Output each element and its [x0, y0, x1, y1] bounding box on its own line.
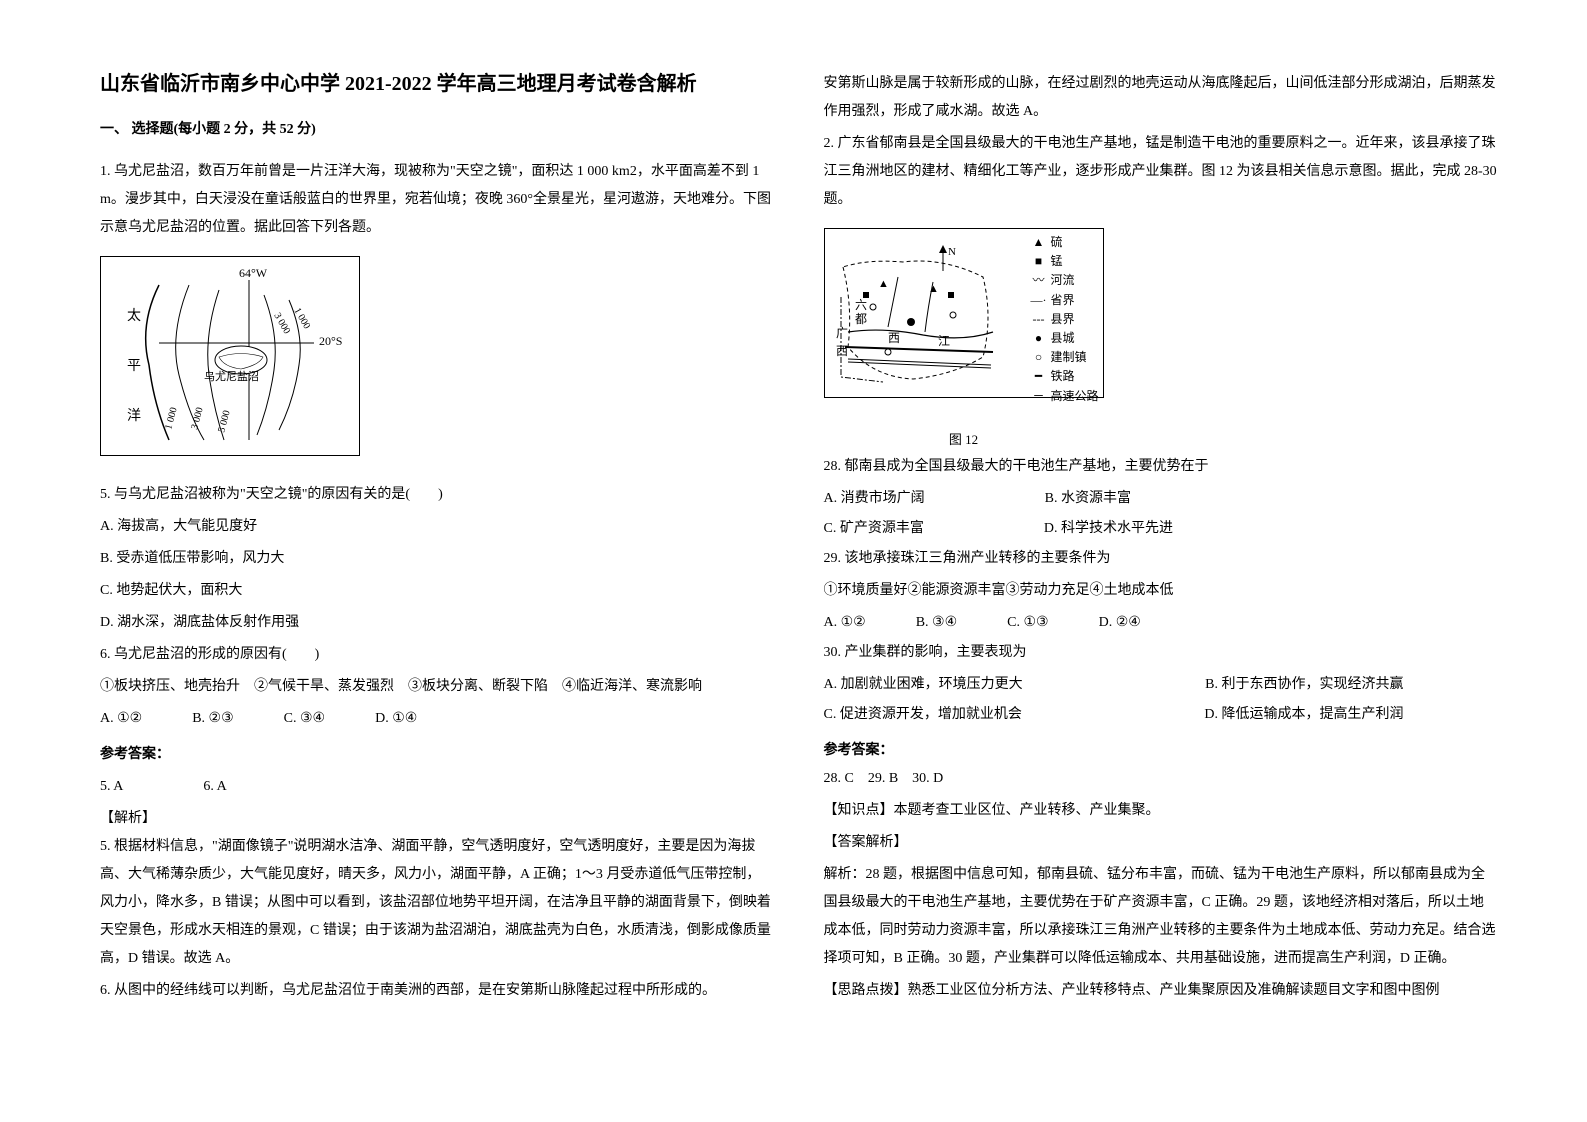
analysis-6: 6. 从图中的经纬线可以判断，乌尤尼盐沼位于南美洲的西部，是在安第斯山脉隆起过程… — [100, 977, 774, 1005]
legend-sym-0: ▲ — [1030, 233, 1046, 252]
q30-opt-d: D. 降低运输成本，提高生产利润 — [1204, 701, 1403, 729]
legend-txt-3: 省界 — [1050, 291, 1074, 310]
fig1-c3a: 5 000 — [216, 409, 232, 434]
legend-txt-6: 建制镇 — [1050, 348, 1086, 367]
q2-intro: 2. 广东省郁南县是全国县级最大的干电池生产基地，锰是制造干电池的重要原料之一。… — [824, 130, 1498, 214]
exam-title: 山东省临沂市南乡中心中学 2021-2022 学年高三地理月考试卷含解析 — [100, 70, 774, 98]
q28-opt-c: C. 矿产资源丰富 — [824, 515, 924, 543]
q29-opt-d: D. ②④ — [1099, 609, 1141, 637]
fig2-xu: 六 — [855, 298, 867, 312]
fig1-salt: 乌尤尼盐沼 — [204, 369, 259, 383]
q6-opt-d: D. ①④ — [375, 705, 417, 733]
svg-text:江: 江 — [938, 334, 950, 348]
left-column: 山东省临沂市南乡中心中学 2021-2022 学年高三地理月考试卷含解析 一、 … — [100, 70, 774, 1082]
answer-line-1: 5. A 6. A — [100, 773, 774, 801]
answer-head-2: 参考答案： — [824, 737, 1498, 765]
legend-sym-5: ● — [1030, 329, 1046, 348]
legend-sym-7: ━ — [1030, 367, 1046, 386]
fig1-ocean3: 洋 — [127, 408, 141, 424]
fig1-lat: 20°S — [319, 334, 342, 348]
legend-txt-7: 铁路 — [1050, 367, 1074, 386]
tips: 【思路点拨】熟悉工业区位分析方法、产业转移特点、产业集聚原因及准确解读题目文字和… — [824, 977, 1498, 1005]
legend-txt-2: 河流 — [1050, 271, 1074, 290]
figure-2: N ▲ ▲ 六 都 西 江 广 — [824, 228, 1104, 398]
svg-text:西: 西 — [836, 344, 848, 358]
answer-head-1: 参考答案： — [100, 741, 774, 769]
fig1-c2a: 3 000 — [189, 406, 205, 431]
figure-1-svg: 64°W 20°S 太 平 洋 乌尤尼盐沼 1 000 3 000 5 000 … — [109, 265, 349, 445]
figure-2-legend: ▲硫 ■锰 〰河流 —·省界 ---县界 ●县城 ○建制镇 ━铁路 ═高速公路 — [1030, 233, 1098, 406]
section-1-head: 一、 选择题(每小题 2 分，共 52 分) — [100, 116, 774, 144]
q29-stem: 29. 该地承接珠江三角洲产业转移的主要条件为 — [824, 545, 1498, 573]
figure-2-wrap: N ▲ ▲ 六 都 西 江 广 — [824, 218, 1498, 453]
svg-text:都: 都 — [855, 312, 867, 326]
q29-opt-b: B. ③④ — [916, 609, 957, 637]
q6-stem: 6. 乌尤尼盐沼的形成的原因有( ) — [100, 641, 774, 669]
q1-intro: 1. 乌尤尼盐沼，数百万年前曾是一片汪洋大海，现被称为"天空之镜"，面积达 1 … — [100, 158, 774, 242]
q28-opt-b: B. 水资源丰富 — [1045, 485, 1131, 513]
fig2-compass: N — [948, 246, 956, 258]
svg-text:▲: ▲ — [878, 278, 889, 290]
legend-sym-8: ═ — [1030, 387, 1046, 406]
fig1-c1a: 1 000 — [163, 406, 179, 431]
svg-text:广: 广 — [836, 326, 848, 340]
ans5: 5. A — [100, 773, 123, 801]
q28-row2: C. 矿产资源丰富 D. 科学技术水平先进 — [824, 515, 1498, 543]
q28-stem: 28. 郁南县成为全国县级最大的干电池生产基地，主要优势在于 — [824, 453, 1498, 481]
q5-opt-c: C. 地势起伏大，面积大 — [100, 577, 774, 605]
q29-opt-a: A. ①② — [824, 609, 866, 637]
q5-opt-d: D. 湖水深，湖底盐体反射作用强 — [100, 609, 774, 637]
legend-sym-3: —· — [1030, 291, 1046, 310]
q6-opt-b: B. ②③ — [192, 705, 233, 733]
q30-row2: C. 促进资源开发，增加就业机会 D. 降低运输成本，提高生产利润 — [824, 701, 1404, 729]
analysis-5: 5. 根据材料信息，"湖面像镜子"说明湖水洁净、湖面平静，空气透明度好，空气透明… — [100, 833, 774, 973]
svg-text:西: 西 — [888, 331, 900, 345]
q5-stem: 5. 与乌尤尼盐沼被称为"天空之镜"的原因有关的是( ) — [100, 481, 774, 509]
answer-analysis-head: 【答案解析】 — [824, 829, 1498, 857]
q6-opt-c: C. ③④ — [284, 705, 325, 733]
answer-line-2: 28. C 29. B 30. D — [824, 765, 1498, 793]
q6-opt-a: A. ①② — [100, 705, 142, 733]
analysis-head: 【解析】 — [100, 805, 774, 833]
q30-stem: 30. 产业集群的影响，主要表现为 — [824, 639, 1498, 667]
legend-txt-5: 县城 — [1050, 329, 1074, 348]
legend-txt-8: 高速公路 — [1050, 387, 1098, 406]
figure-2-svg: N ▲ ▲ 六 都 西 江 广 — [833, 237, 1003, 387]
analysis-6-cont: 安第斯山脉是属于较新形成的山脉，在经过剧烈的地壳运动从海底隆起后，山间低洼部分形… — [824, 70, 1498, 126]
figure-1: 64°W 20°S 太 平 洋 乌尤尼盐沼 1 000 3 000 5 000 … — [100, 256, 360, 456]
q28-opt-d: D. 科学技术水平先进 — [1044, 515, 1173, 543]
legend-txt-0: 硫 — [1050, 233, 1062, 252]
legend-sym-4: --- — [1030, 310, 1046, 329]
fig1-ocean2: 平 — [127, 359, 141, 374]
q5-opt-b: B. 受赤道低压带影响，风力大 — [100, 545, 774, 573]
q29-opt-c: C. ①③ — [1007, 609, 1048, 637]
svg-text:▲: ▲ — [928, 283, 939, 295]
q30-row1: A. 加剧就业困难，环境压力更大 B. 利于东西协作，实现经济共赢 — [824, 671, 1404, 699]
fig1-ocean1: 太 — [127, 308, 141, 324]
legend-sym-6: ○ — [1030, 348, 1046, 367]
q28-row1: A. 消费市场广阔 B. 水资源丰富 — [824, 485, 1498, 513]
knowledge-point: 【知识点】本题考查工业区位、产业转移、产业集聚。 — [824, 797, 1498, 825]
right-column: 安第斯山脉是属于较新形成的山脉，在经过剧烈的地壳运动从海底隆起后，山间低洼部分形… — [824, 70, 1498, 1082]
q6-options: A. ①② B. ②③ C. ③④ D. ①④ — [100, 705, 774, 733]
q30-opt-b: B. 利于东西协作，实现经济共赢 — [1205, 671, 1403, 699]
q5-opt-a: A. 海拔高，大气能见度好 — [100, 513, 774, 541]
legend-txt-4: 县界 — [1050, 310, 1074, 329]
q30-opt-c: C. 促进资源开发，增加就业机会 — [824, 701, 1022, 729]
legend-txt-1: 锰 — [1050, 252, 1062, 271]
fig1-c1b: 1 000 — [291, 306, 312, 331]
q29-options: A. ①② B. ③④ C. ①③ D. ②④ — [824, 609, 1498, 637]
legend-sym-2: 〰 — [1030, 271, 1046, 290]
q30-opt-a: A. 加剧就业困难，环境压力更大 — [824, 671, 1023, 699]
fig1-c2b: 3 000 — [271, 311, 292, 336]
answer-analysis: 解析：28 题，根据图中信息可知，郁南县硫、锰分布丰富，而硫、锰为干电池生产原料… — [824, 861, 1498, 973]
q6-items: ①板块挤压、地壳抬升 ②气候干旱、蒸发强烈 ③板块分离、断裂下陷 ④临近海洋、寒… — [100, 673, 774, 701]
q29-items: ①环境质量好②能源资源丰富③劳动力充足④土地成本低 — [824, 577, 1498, 605]
ans6: 6. A — [203, 773, 226, 801]
q28-opt-a: A. 消费市场广阔 — [824, 485, 925, 513]
fig1-lon: 64°W — [239, 266, 268, 280]
figure-2-caption: 图 12 — [824, 427, 1104, 453]
legend-sym-1: ■ — [1030, 252, 1046, 271]
